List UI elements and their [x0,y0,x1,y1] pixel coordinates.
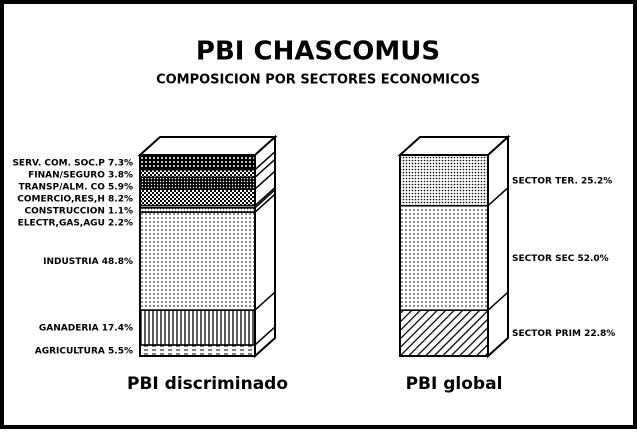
segment-name: GANADERIA [39,323,99,333]
segment-edge [254,151,276,171]
bar-segment [139,188,256,207]
segment-name: ELECTR,GAS,AGU [18,218,105,228]
segment-label: SECTOR PRIM 22.8% [512,329,615,339]
bar-segment [139,176,256,190]
segment-edge [487,187,509,207]
segment-name: SECTOR SEC [512,253,575,263]
segment-label: SECTOR TER. 25.2% [512,176,612,186]
bar-side [254,134,276,359]
bar-segment [139,211,256,311]
segment-label: AGRICULTURA 5.5% [35,346,133,356]
segment-edge [254,158,276,178]
segment-label: CONSTRUCCION 1.1% [25,206,134,216]
segment-label: SERV. COM. SOC.P 7.3% [12,158,133,168]
segment-value: 52.0% [577,253,608,263]
chart-label: PBI global [406,374,503,394]
bar-segment [139,344,256,357]
segment-label: ELECTR,GAS,AGU 2.2% [18,218,133,228]
segment-name: FINAN/SEGURO [28,170,105,180]
bar-outline [139,154,256,357]
segment-value: 1.1% [108,206,133,216]
segment-edge [254,326,276,346]
segment-edge [487,291,509,311]
segment-name: AGRICULTURA [35,346,105,356]
segment-name: INDUSTRIA [43,257,99,267]
bar-segment [399,309,489,357]
segment-value: 3.8% [108,170,133,180]
bar-outline [399,154,489,357]
segment-edge [254,193,276,213]
segment-value: 7.3% [108,158,133,168]
segment-label: FINAN/SEGURO 3.8% [28,170,133,180]
segment-edge [254,189,276,209]
bar-segment [139,154,256,171]
segment-edge [254,291,276,311]
segment-value: 5.9% [108,182,133,192]
segment-label: INDUSTRIA 48.8% [43,257,133,267]
segment-name: SERV. COM. SOC.P [12,158,105,168]
segment-edge [487,136,509,156]
chart-title: PBI CHASCOMUS [196,37,440,67]
segment-value: 2.2% [108,218,133,228]
segment-edge [254,170,276,190]
segment-label: TRANSP/ALM. CO 5.9% [18,182,133,192]
segment-value: 17.4% [102,323,133,333]
segment-name: COMERCIO,RES,H [17,194,105,204]
segment-edge [254,136,276,156]
chart-label: PBI discriminado [127,374,288,394]
segment-name: CONSTRUCCION [25,206,105,216]
segment-value: 22.8% [584,329,615,339]
segment-name: SECTOR PRIM [512,329,581,339]
segment-edge [254,186,276,207]
segment-label: COMERCIO,RES,H 8.2% [17,194,133,204]
segment-value: 48.8% [102,257,133,267]
bar-segment [139,309,256,346]
segment-name: TRANSP/ALM. CO [18,182,105,192]
segment-label: GANADERIA 17.4% [39,323,133,333]
chart-subtitle: COMPOSICION POR SECTORES ECONOMICOS [156,73,480,88]
segment-value: 25.2% [581,176,612,186]
segment-value: 8.2% [108,194,133,204]
bar-top [137,136,278,156]
bar-segment [399,204,489,311]
bar-segment [139,168,256,179]
segment-value: 5.5% [108,346,133,356]
segment-label: SECTOR SEC 52.0% [512,253,609,263]
bar-segment [399,154,489,207]
bar-side [487,134,509,359]
segment-name: SECTOR TER. [512,176,578,186]
